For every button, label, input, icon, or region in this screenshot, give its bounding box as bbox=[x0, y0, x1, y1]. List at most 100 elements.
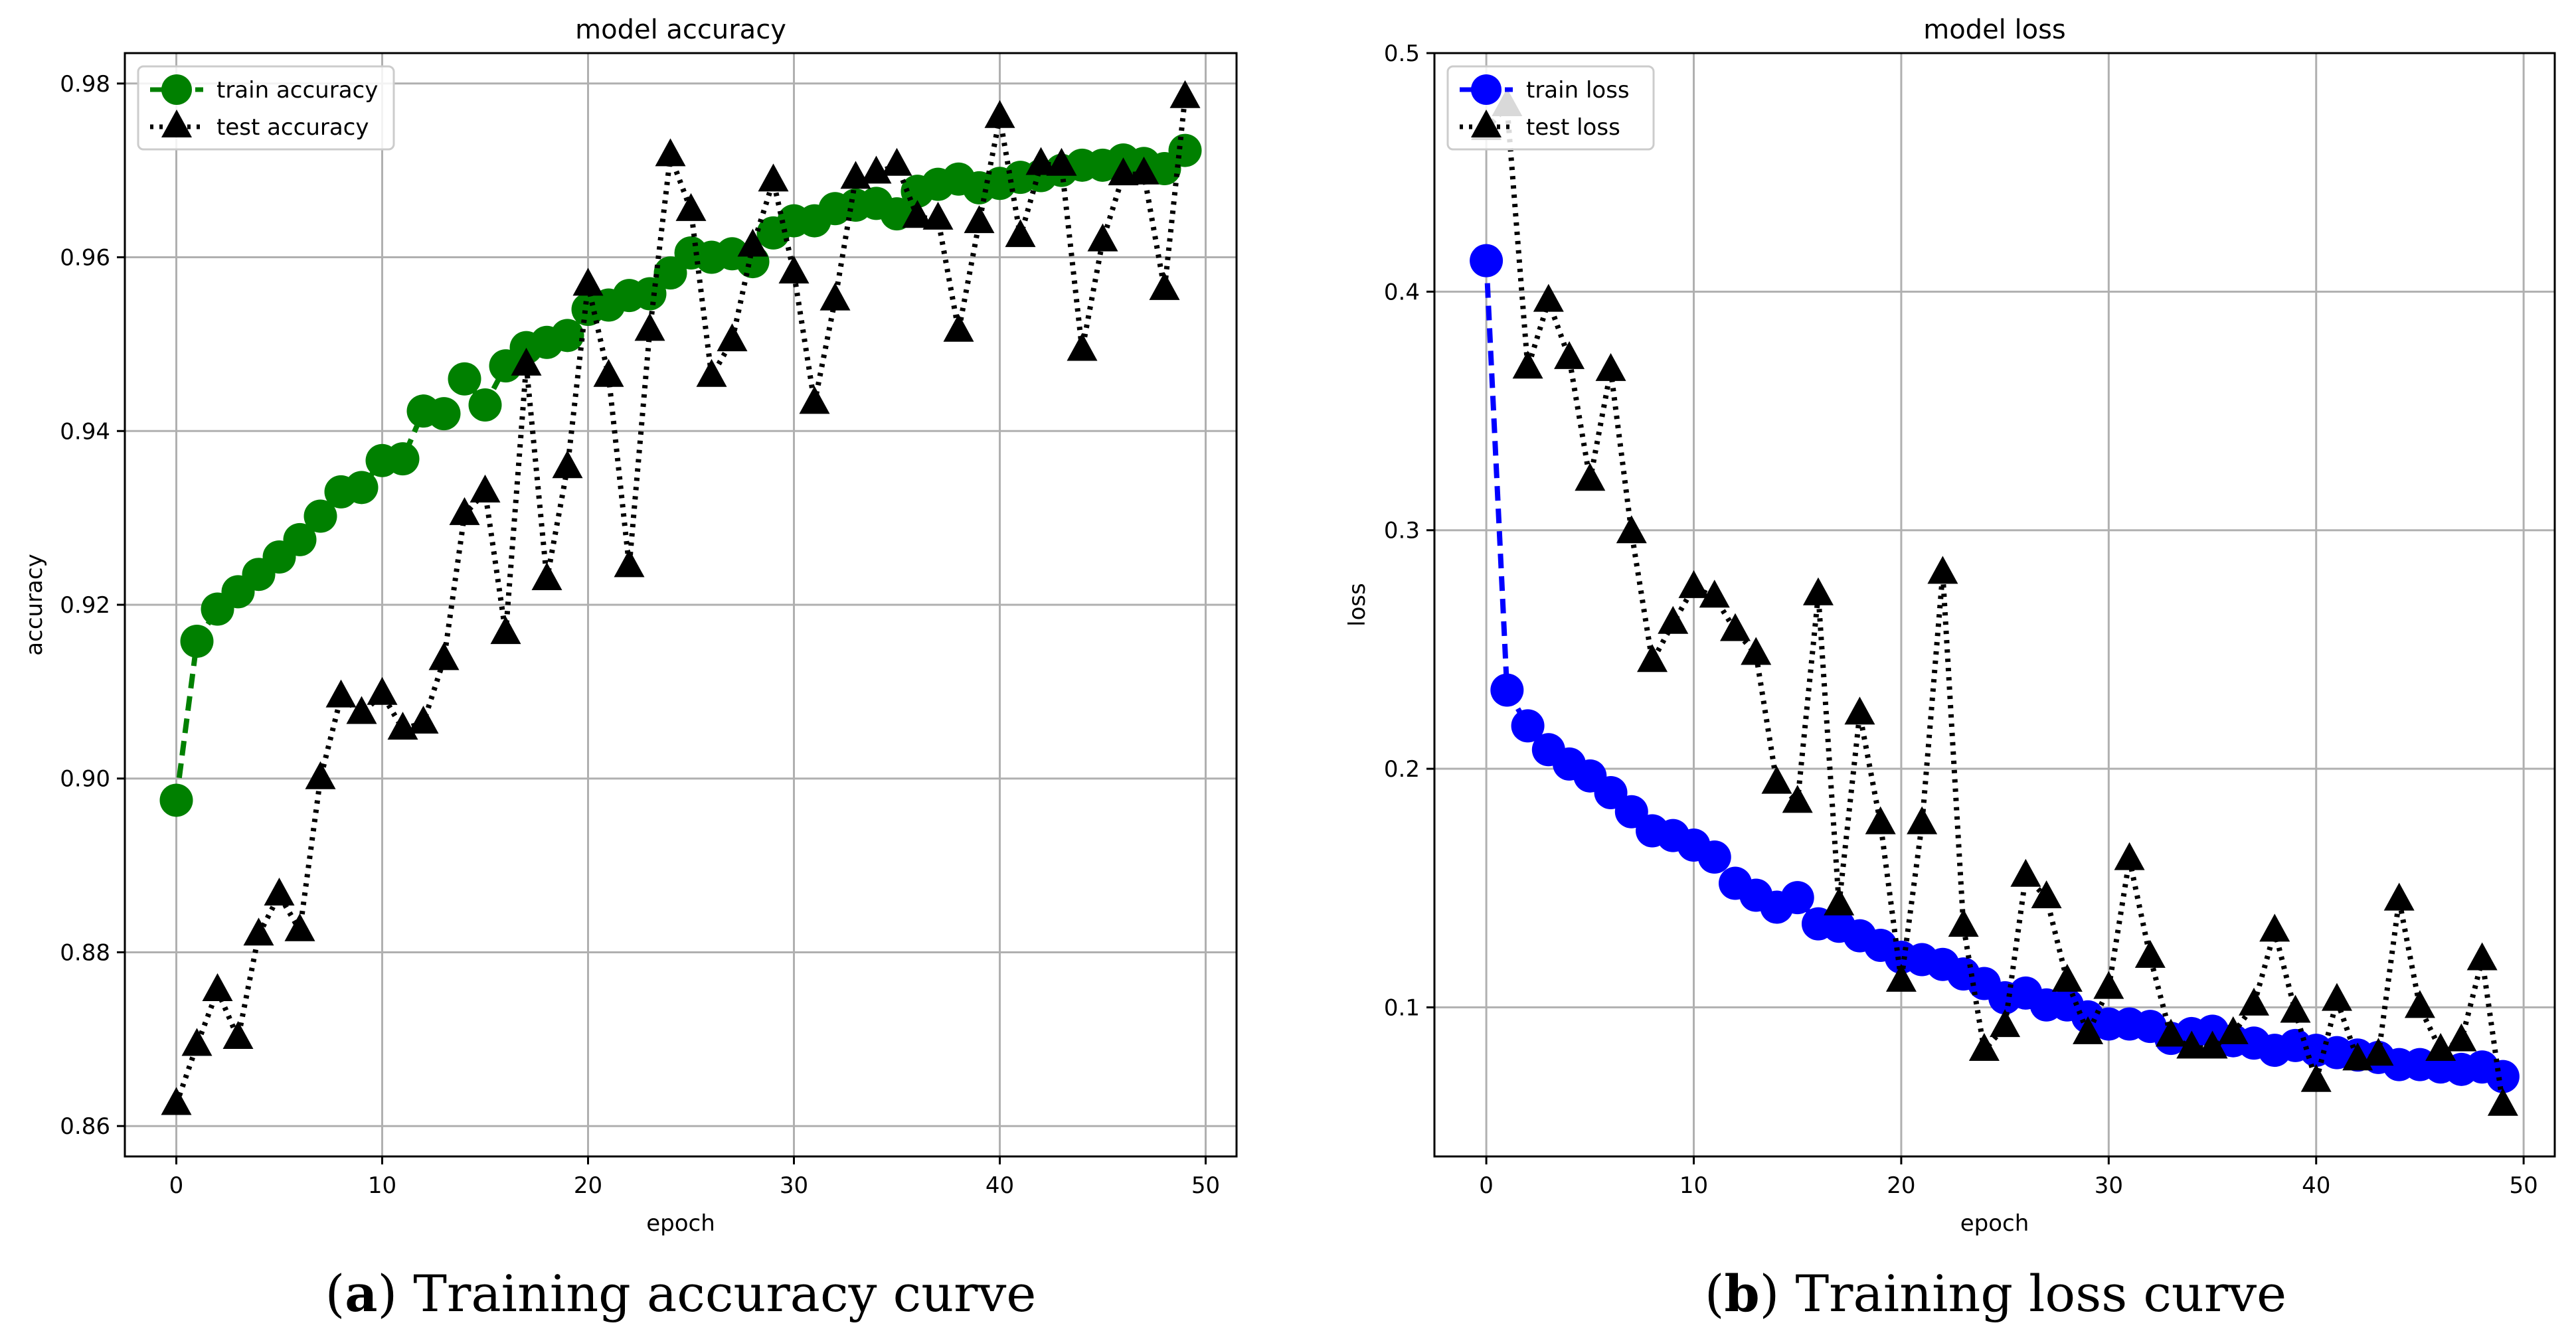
data-point bbox=[1046, 147, 1077, 176]
series-line bbox=[1484, 99, 2506, 1106]
caption-prefix: ( bbox=[1705, 1264, 1725, 1323]
data-point bbox=[1637, 644, 1668, 672]
data-point bbox=[1741, 637, 1772, 665]
data-point bbox=[325, 679, 357, 708]
y-tick-label: 0.94 bbox=[60, 418, 110, 445]
data-point bbox=[2404, 990, 2435, 1018]
data-point bbox=[1512, 351, 1543, 379]
data-point bbox=[634, 313, 665, 341]
data-point bbox=[202, 973, 233, 1002]
data-point bbox=[511, 347, 542, 376]
data-point bbox=[1885, 963, 1917, 992]
data-point bbox=[1005, 219, 1036, 248]
legend-label: test accuracy bbox=[216, 114, 369, 141]
x-tick-label: 40 bbox=[986, 1172, 1014, 1199]
data-point bbox=[367, 676, 398, 705]
data-point bbox=[2466, 942, 2498, 971]
caption-letter: a bbox=[345, 1264, 377, 1323]
data-point bbox=[284, 913, 315, 941]
data-point bbox=[2114, 842, 2145, 870]
data-point bbox=[161, 1087, 192, 1115]
data-point bbox=[2217, 1016, 2249, 1044]
y-tick-label: 0.4 bbox=[1384, 279, 1420, 305]
legend-marker bbox=[161, 110, 192, 137]
legend-marker bbox=[161, 74, 192, 105]
data-point bbox=[2487, 1087, 2518, 1116]
data-point bbox=[1824, 887, 1855, 915]
data-point bbox=[614, 549, 645, 578]
data-point bbox=[572, 268, 604, 296]
chart-title: model accuracy bbox=[575, 15, 786, 45]
data-point bbox=[1844, 696, 1875, 725]
data-point bbox=[222, 1020, 254, 1049]
data-point bbox=[1719, 613, 1751, 641]
chart-title: model loss bbox=[1923, 15, 2066, 45]
x-tick-label: 50 bbox=[1191, 1172, 1220, 1199]
data-point bbox=[1169, 80, 1201, 108]
data-point bbox=[964, 205, 995, 234]
data-point bbox=[2259, 913, 2290, 942]
data-point bbox=[1927, 556, 1958, 584]
data-point bbox=[551, 319, 584, 353]
data-point bbox=[1907, 806, 1938, 834]
legend-marker bbox=[1471, 74, 1502, 105]
caption-text: ) Training loss curve bbox=[1760, 1264, 2286, 1323]
data-point bbox=[819, 282, 851, 311]
data-point bbox=[180, 624, 214, 658]
data-point bbox=[427, 397, 461, 431]
data-point bbox=[2197, 1030, 2228, 1059]
legend: train accuracy test accuracy bbox=[137, 65, 395, 151]
data-point bbox=[943, 313, 974, 342]
y-axis-label: accuracy bbox=[21, 554, 48, 655]
y-axis-label: loss bbox=[1344, 583, 1371, 627]
figure-caption: (b) Training loss curve bbox=[1705, 1264, 2286, 1323]
data-point bbox=[428, 642, 460, 670]
x-tick-label: 20 bbox=[574, 1172, 602, 1199]
data-point bbox=[159, 783, 193, 817]
x-tick-label: 0 bbox=[169, 1172, 184, 1199]
data-point bbox=[303, 499, 337, 533]
data-point bbox=[1782, 785, 1813, 813]
y-tick-label: 0.86 bbox=[60, 1113, 110, 1140]
data-point bbox=[346, 696, 377, 724]
y-tick-label: 0.92 bbox=[60, 592, 110, 619]
legend-label: train loss bbox=[1526, 77, 1630, 104]
legend-box bbox=[137, 65, 395, 151]
data-point bbox=[655, 138, 686, 167]
caption-text: ) Training accuracy curve bbox=[378, 1264, 1037, 1323]
data-point bbox=[1616, 515, 1647, 544]
data-point bbox=[1067, 333, 1098, 361]
data-point bbox=[1575, 463, 1606, 491]
caption-letter: b bbox=[1725, 1264, 1760, 1323]
data-point bbox=[717, 323, 748, 352]
data-point bbox=[552, 450, 583, 479]
legend-label: test loss bbox=[1526, 114, 1620, 141]
data-point bbox=[1087, 223, 1118, 252]
data-point bbox=[1470, 244, 1503, 277]
data-point bbox=[468, 388, 502, 422]
y-tick-label: 0.96 bbox=[60, 245, 110, 272]
accuracy-chart: 0 10 20 30 40 50 0.86 0.88 0.90 0.92 0.94 0.96 0.98 m… bbox=[21, 15, 1238, 1323]
data-point bbox=[1697, 840, 1731, 874]
series-test-loss bbox=[1471, 88, 2518, 1116]
y-tick-label: 0.90 bbox=[60, 766, 110, 793]
x-tick-label: 40 bbox=[2302, 1172, 2330, 1199]
data-point bbox=[2383, 882, 2415, 911]
data-point bbox=[696, 358, 727, 387]
data-point bbox=[1802, 577, 1834, 605]
data-point bbox=[449, 497, 480, 525]
x-axis-label: epoch bbox=[1960, 1210, 2029, 1237]
data-point bbox=[2031, 880, 2062, 909]
data-point bbox=[1948, 909, 1979, 937]
data-point bbox=[1865, 806, 1896, 834]
figure-caption: (a) Training accuracy curve bbox=[325, 1264, 1037, 1323]
y-tick-label: 0.2 bbox=[1384, 756, 1420, 783]
x-axis-label: epoch bbox=[646, 1210, 715, 1237]
data-point bbox=[1533, 283, 1564, 312]
data-point bbox=[243, 917, 274, 946]
data-point bbox=[922, 201, 954, 230]
data-point bbox=[1554, 341, 1585, 369]
data-point bbox=[1780, 881, 1814, 915]
data-point bbox=[799, 386, 830, 414]
data-point bbox=[902, 200, 933, 228]
